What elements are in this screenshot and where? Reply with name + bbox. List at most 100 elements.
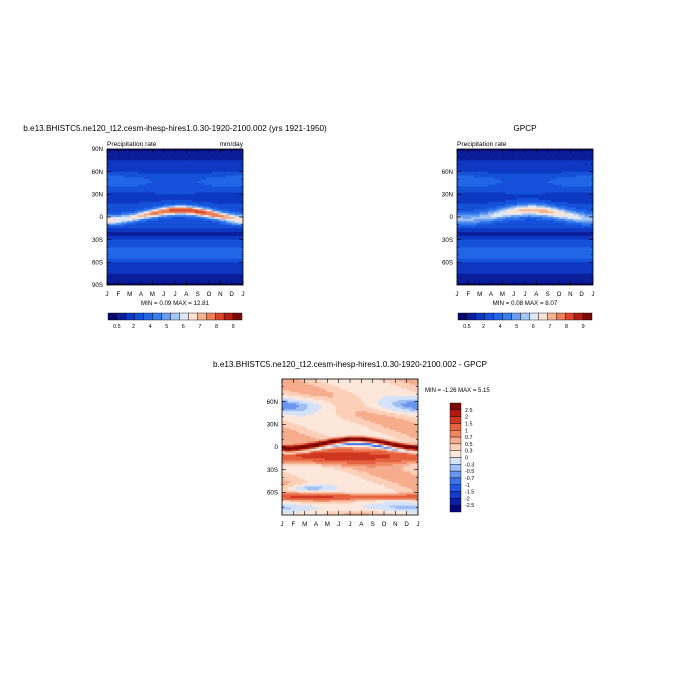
field-cell bbox=[513, 200, 517, 203]
field-cell bbox=[132, 228, 136, 231]
field-cell bbox=[141, 162, 145, 165]
field-cell bbox=[200, 169, 204, 173]
field-cell bbox=[502, 166, 506, 169]
field-cell bbox=[584, 184, 588, 188]
field-cell bbox=[513, 201, 517, 205]
field-cell bbox=[200, 167, 204, 171]
field-cell bbox=[240, 245, 243, 248]
field-cell bbox=[107, 203, 111, 207]
field-cell bbox=[471, 158, 475, 161]
field-cell bbox=[132, 177, 136, 180]
field-cell bbox=[115, 275, 119, 278]
field-cell bbox=[149, 218, 153, 222]
field-cell bbox=[231, 188, 235, 191]
field-cell bbox=[462, 200, 466, 203]
field-cell bbox=[206, 190, 210, 193]
field-cell bbox=[163, 241, 167, 244]
field-cell bbox=[118, 213, 122, 216]
field-cell bbox=[115, 235, 119, 239]
field-cell bbox=[132, 184, 136, 188]
field-cell bbox=[570, 149, 574, 152]
field-cell bbox=[194, 239, 199, 242]
field-cell bbox=[126, 269, 131, 273]
field-cell bbox=[234, 260, 238, 263]
field-cell bbox=[211, 243, 216, 246]
field-cell bbox=[189, 184, 193, 188]
field-cell bbox=[508, 160, 512, 163]
field-cell bbox=[217, 169, 221, 173]
field-cell bbox=[590, 171, 593, 174]
field-cell bbox=[206, 218, 210, 222]
field-cell bbox=[107, 184, 111, 188]
field-cell bbox=[567, 190, 571, 193]
field-cell bbox=[183, 173, 187, 176]
field-cell bbox=[510, 194, 515, 197]
field-cell bbox=[240, 226, 243, 229]
field-cell bbox=[206, 239, 210, 242]
field-cell bbox=[129, 162, 133, 165]
field-cell bbox=[121, 181, 125, 184]
field-cell bbox=[132, 207, 136, 210]
field-cell bbox=[459, 169, 464, 173]
field-cell bbox=[186, 211, 190, 214]
field-cell bbox=[516, 188, 520, 191]
field-cell bbox=[152, 241, 156, 244]
field-cell bbox=[522, 166, 526, 169]
field-cell bbox=[126, 262, 131, 265]
field-cell bbox=[211, 234, 216, 237]
field-cell bbox=[457, 196, 461, 199]
field-cell bbox=[525, 190, 529, 193]
field-cell bbox=[214, 275, 218, 278]
field-cell bbox=[584, 183, 588, 186]
field-cell bbox=[211, 266, 216, 269]
field-cell bbox=[115, 158, 119, 161]
field-cell bbox=[126, 251, 131, 254]
field-cell bbox=[211, 269, 216, 273]
field-cell bbox=[112, 273, 116, 276]
field-cell bbox=[152, 271, 156, 275]
field-cell bbox=[121, 283, 125, 285]
field-cell bbox=[556, 169, 560, 173]
field-cell bbox=[138, 241, 142, 244]
field-cell bbox=[214, 260, 218, 263]
field-cell bbox=[476, 200, 481, 203]
field-cell bbox=[158, 251, 162, 254]
field-cell bbox=[177, 279, 182, 282]
field-cell bbox=[118, 279, 122, 282]
field-cell bbox=[192, 205, 196, 208]
field-cell bbox=[220, 266, 224, 269]
field-cell bbox=[146, 200, 150, 203]
field-cell bbox=[197, 269, 201, 273]
field-cell bbox=[516, 203, 520, 207]
field-cell bbox=[240, 264, 243, 267]
field-cell bbox=[192, 262, 196, 265]
field-cell bbox=[457, 194, 461, 197]
field-cell bbox=[149, 213, 153, 216]
field-cell bbox=[542, 175, 546, 178]
field-cell bbox=[166, 183, 170, 186]
field-cell bbox=[186, 258, 190, 261]
field-cell bbox=[476, 149, 481, 152]
field-cell bbox=[539, 183, 543, 186]
field-cell bbox=[226, 235, 230, 239]
field-cell bbox=[228, 232, 233, 235]
field-cell bbox=[197, 226, 201, 229]
field-cell bbox=[471, 162, 475, 165]
field-cell bbox=[214, 277, 218, 280]
field-cell bbox=[237, 194, 241, 197]
field-cell bbox=[177, 256, 182, 259]
field-cell bbox=[155, 194, 159, 197]
field-cell bbox=[200, 156, 204, 159]
field-cell bbox=[223, 186, 227, 190]
field-cell bbox=[547, 200, 551, 203]
field-cell bbox=[237, 213, 241, 216]
field-cell bbox=[508, 179, 512, 182]
field-cell bbox=[109, 264, 114, 267]
field-cell bbox=[485, 167, 489, 171]
field-cell bbox=[468, 167, 472, 171]
field-cell bbox=[138, 171, 142, 174]
field-cell bbox=[488, 177, 492, 180]
field-cell bbox=[217, 234, 221, 237]
field-cell bbox=[141, 243, 145, 246]
field-cell bbox=[226, 196, 230, 199]
